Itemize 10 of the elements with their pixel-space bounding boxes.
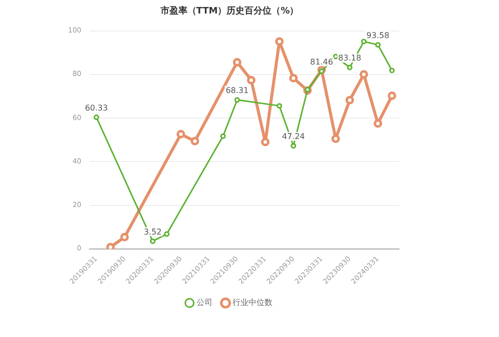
data-label: 83.18 [338, 54, 362, 63]
data-label: 3.52 [144, 227, 162, 236]
chart-title: 市盈率（TTM）历史百分位（%） [159, 6, 299, 17]
data-label: 81.46 [310, 57, 334, 66]
data-label: 47.24 [282, 132, 305, 141]
data-label: 93.58 [366, 30, 390, 40]
data-label: 60.33 [84, 103, 108, 112]
legend-label: 公司 [196, 298, 212, 308]
legend-label: 行业中位数 [232, 298, 272, 308]
data-label: 68.31 [226, 86, 249, 95]
